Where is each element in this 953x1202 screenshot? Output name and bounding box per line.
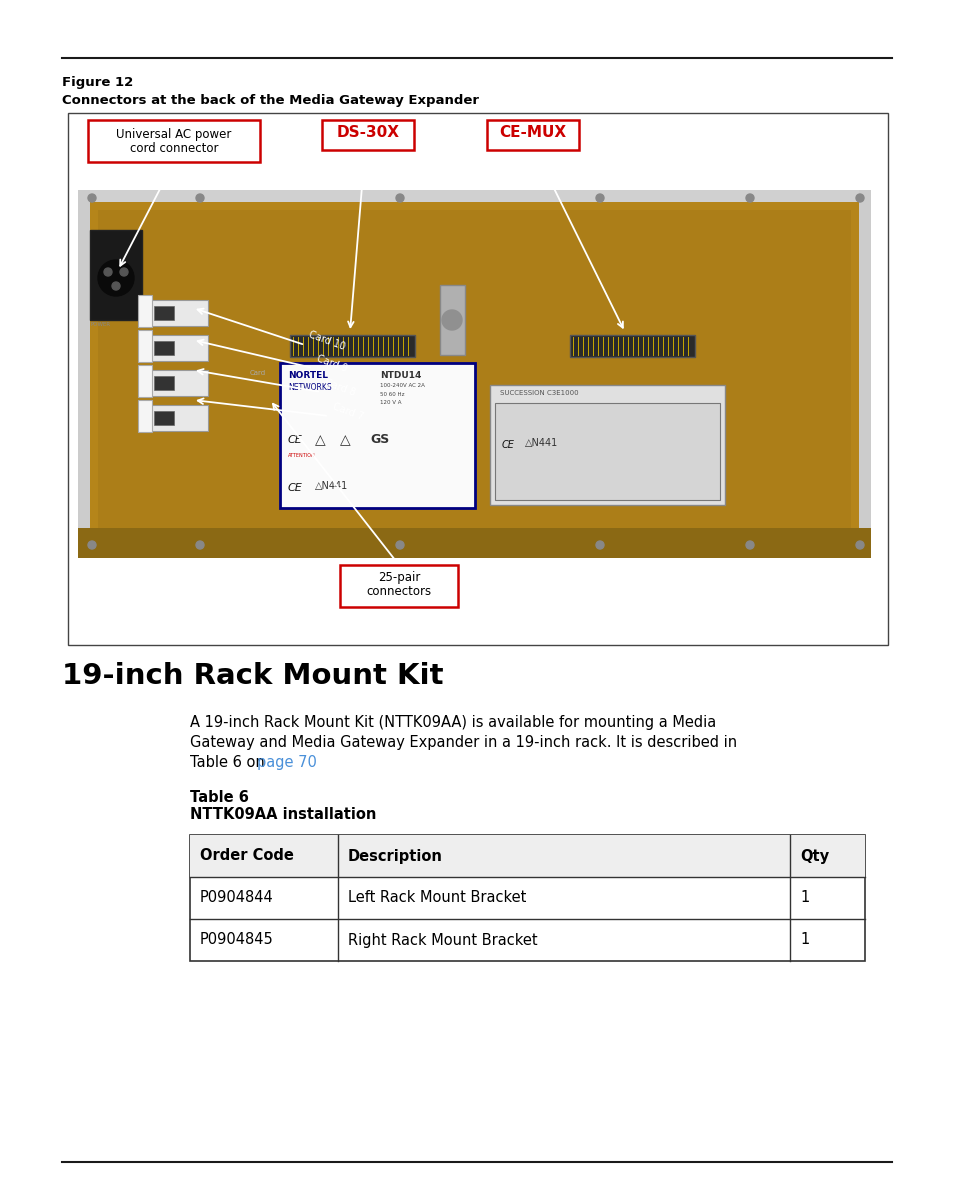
Bar (138, 365, 152, 397)
Bar (439, 285, 464, 355)
Circle shape (112, 282, 120, 290)
Text: POWER: POWER (91, 322, 111, 327)
Bar (569, 335, 695, 357)
Text: △N441: △N441 (524, 438, 558, 448)
Text: CE: CE (288, 483, 302, 493)
Bar (858, 190, 870, 558)
Circle shape (855, 194, 863, 202)
Text: Table 6 on: Table 6 on (190, 755, 269, 770)
Text: P0904844: P0904844 (200, 891, 274, 905)
Circle shape (195, 194, 204, 202)
Bar (190, 835, 864, 877)
Circle shape (441, 310, 461, 331)
Circle shape (596, 194, 603, 202)
Circle shape (596, 541, 603, 549)
Bar (280, 363, 475, 508)
Text: 50 60 Hz: 50 60 Hz (379, 392, 404, 397)
Bar (153, 376, 173, 389)
Text: NTDU14: NTDU14 (379, 371, 421, 380)
Circle shape (745, 194, 753, 202)
Bar (78, 528, 870, 558)
Text: NTTK09AA installation: NTTK09AA installation (190, 807, 376, 822)
Text: DS-30X: DS-30X (336, 125, 399, 139)
Bar (486, 120, 578, 150)
Text: connectors: connectors (366, 585, 431, 599)
Text: 19-inch Rack Mount Kit: 19-inch Rack Mount Kit (62, 662, 443, 690)
Text: CE-MUX: CE-MUX (499, 125, 566, 139)
Text: cord connector: cord connector (130, 142, 218, 155)
Text: Description: Description (348, 849, 442, 863)
Bar (148, 370, 208, 395)
Text: Connectors at the back of the Media Gateway Expander: Connectors at the back of the Media Gate… (62, 94, 478, 107)
Bar (78, 190, 90, 558)
Bar (90, 230, 142, 320)
Bar (78, 546, 870, 558)
Text: 1: 1 (800, 933, 808, 947)
Text: Universal AC power: Universal AC power (116, 127, 232, 141)
Circle shape (195, 541, 204, 549)
Bar (339, 565, 457, 607)
Text: Gateway and Media Gateway Expander in a 19-inch rack. It is described in: Gateway and Media Gateway Expander in a … (190, 734, 737, 750)
Text: P0904845: P0904845 (200, 933, 274, 947)
Text: Qty: Qty (800, 849, 828, 863)
Circle shape (88, 194, 96, 202)
Text: NETWORKS: NETWORKS (288, 383, 332, 392)
Circle shape (88, 541, 96, 549)
Circle shape (395, 541, 403, 549)
Text: Right Rack Mount Bracket: Right Rack Mount Bracket (348, 933, 537, 947)
Bar (98, 210, 850, 538)
Circle shape (120, 268, 128, 276)
Text: Figure 12: Figure 12 (62, 76, 133, 89)
Text: 25-pair: 25-pair (377, 571, 419, 584)
Circle shape (855, 541, 863, 549)
Text: NORTEL: NORTEL (288, 371, 328, 380)
Text: △N441: △N441 (314, 481, 348, 490)
Text: Order Code: Order Code (200, 849, 294, 863)
Text: Left Rack Mount Bracket: Left Rack Mount Bracket (348, 891, 526, 905)
Bar (153, 307, 173, 320)
Bar (148, 335, 208, 361)
Bar (490, 385, 724, 505)
Bar (495, 403, 720, 500)
Text: △: △ (339, 433, 351, 447)
Text: Card 8: Card 8 (323, 377, 356, 398)
Text: 100-240V AC 2A: 100-240V AC 2A (379, 383, 424, 388)
Bar (138, 400, 152, 432)
Bar (190, 835, 864, 962)
Circle shape (395, 194, 403, 202)
Bar (153, 341, 173, 355)
Bar (322, 120, 414, 150)
Text: ATTENTION: ATTENTION (288, 453, 315, 458)
Bar (78, 190, 870, 202)
Text: 1: 1 (800, 891, 808, 905)
Text: Table 6: Table 6 (190, 790, 249, 805)
Text: GS: GS (370, 433, 389, 446)
Text: page 70: page 70 (256, 755, 316, 770)
Bar (138, 331, 152, 362)
Bar (148, 300, 208, 326)
Text: A 19-inch Rack Mount Kit (NTTK09AA) is available for mounting a Media: A 19-inch Rack Mount Kit (NTTK09AA) is a… (190, 715, 716, 730)
Text: △: △ (314, 433, 325, 447)
Text: Card: Card (250, 370, 266, 376)
Circle shape (104, 268, 112, 276)
Bar (68, 113, 887, 645)
Bar (153, 411, 173, 426)
Bar (78, 190, 870, 558)
Text: CE: CE (288, 435, 302, 445)
Text: Card 7: Card 7 (331, 401, 364, 422)
Bar (290, 335, 415, 357)
Bar (88, 120, 260, 162)
Circle shape (745, 541, 753, 549)
Circle shape (98, 260, 133, 296)
Bar (148, 405, 208, 432)
Text: SUCCESSION C3E1000: SUCCESSION C3E1000 (499, 389, 578, 395)
Text: Card 10: Card 10 (307, 329, 346, 352)
Text: CE: CE (501, 440, 515, 450)
Bar (138, 294, 152, 327)
Text: 120 V A: 120 V A (379, 400, 401, 405)
Text: Card 9: Card 9 (314, 353, 348, 374)
